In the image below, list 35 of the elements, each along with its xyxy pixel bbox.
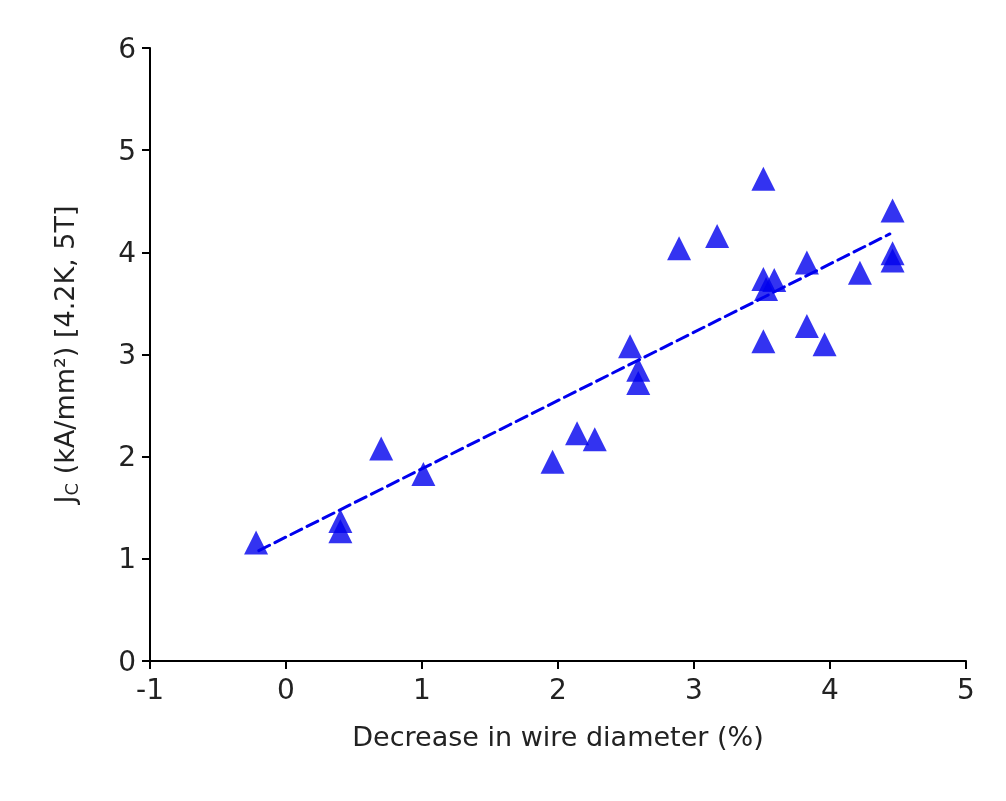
y-tick-label: 0 <box>118 644 136 678</box>
x-axis-title: Decrease in wire diameter (%) <box>352 721 764 752</box>
x-tick-label: 1 <box>413 672 431 706</box>
point <box>618 334 643 359</box>
x-tick-label: 0 <box>277 672 295 706</box>
point <box>626 371 651 396</box>
point <box>847 260 872 285</box>
y-tick-label: 5 <box>118 133 136 167</box>
y-tick-label: 4 <box>118 235 136 269</box>
point <box>812 332 837 357</box>
x-tick-label: 3 <box>685 672 703 706</box>
point <box>794 250 819 275</box>
point <box>328 519 353 544</box>
y-axis-title: JC (kA/mm²) [4.2K, 5T] <box>48 205 82 506</box>
point <box>540 449 565 474</box>
y-tick-label: 2 <box>118 440 136 474</box>
point <box>369 436 394 461</box>
x-tick-label: 2 <box>549 672 567 706</box>
point <box>751 329 776 354</box>
x-tick-label: 5 <box>957 672 975 706</box>
point <box>565 421 590 446</box>
y-tick-label: 1 <box>118 542 136 576</box>
point <box>751 166 776 191</box>
point <box>880 198 905 223</box>
x-tick-label: 4 <box>821 672 839 706</box>
point <box>705 223 730 248</box>
point <box>794 313 819 338</box>
point <box>411 462 436 487</box>
point <box>762 267 787 292</box>
y-tick-label: 6 <box>118 31 136 65</box>
point <box>667 236 692 261</box>
point <box>582 427 607 452</box>
y-tick-label: 3 <box>118 338 136 371</box>
point <box>880 248 905 273</box>
x-tick-label: -1 <box>136 672 164 706</box>
